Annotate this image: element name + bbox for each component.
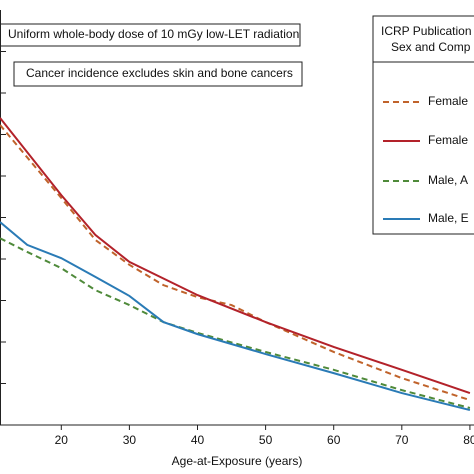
legend-label: Male, A xyxy=(428,173,468,187)
series-line xyxy=(0,124,471,402)
legend-label: Female xyxy=(428,133,468,147)
legend-title: Sex and Comp xyxy=(391,40,471,54)
annotation-box xyxy=(0,23,301,47)
legend-box xyxy=(372,15,474,235)
legend-label: Female xyxy=(428,94,468,108)
annotation: Uniform whole-body dose of 10 mGy low-LE… xyxy=(8,27,299,41)
x-tick-label: 70 xyxy=(395,433,409,447)
legend-label: Male, E xyxy=(428,211,469,225)
x-tick-label: 40 xyxy=(191,433,205,447)
series-line xyxy=(0,221,471,412)
x-tick-label: 60 xyxy=(327,433,341,447)
x-tick-label: 20 xyxy=(55,433,69,447)
legend-title: ICRP Publication xyxy=(381,24,472,38)
x-tick-label: 50 xyxy=(259,433,273,447)
x-axis-label: Age-at-Exposure (years) xyxy=(172,454,303,468)
series-line xyxy=(0,117,471,394)
x-tick-label: 80 xyxy=(463,433,474,447)
x-tick-label: 30 xyxy=(123,433,137,447)
annotation-box xyxy=(13,61,303,87)
annotation: Cancer incidence excludes skin and bone … xyxy=(26,66,293,80)
